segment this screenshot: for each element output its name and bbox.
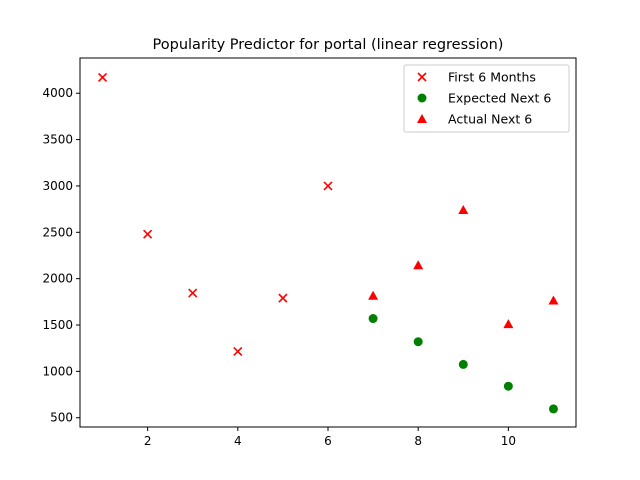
y-tick-label: 2500 [42,225,73,239]
x-tick-label: 6 [324,434,332,448]
legend-marker [417,93,427,103]
x-tick-label: 2 [144,434,152,448]
data-points [97,72,559,414]
data-point [233,346,243,357]
y-tick-label: 1000 [42,364,73,378]
data-point [503,381,513,391]
data-point [548,295,559,305]
data-point [97,72,108,83]
data-point [413,337,423,347]
x-marker-stroke [417,72,427,82]
y-tick-label: 3000 [42,179,73,193]
y-tick-label: 500 [50,411,73,425]
data-point [548,404,558,414]
legend-label: Actual Next 6 [448,112,532,127]
y-tick-label: 3500 [42,133,73,147]
x-marker-stroke [97,72,108,83]
x-marker-stroke [188,288,198,298]
x-tick-label: 4 [234,434,242,448]
y-tick-label: 4000 [42,86,73,100]
x-marker-stroke [323,181,333,191]
legend: First 6 Months Expected Next 6 Actual Next… [403,64,570,133]
axis-ticks: 2 4 6 8 10 500 1000 1500 2000 2500 3000 3500 4000 [42,86,516,448]
legend-box [403,64,570,133]
x-marker-stroke [278,293,288,303]
data-point [323,181,333,191]
legend-label: Expected Next 6 [448,91,551,106]
y-tick-label: 1500 [42,318,73,332]
x-marker-stroke [233,346,243,357]
legend-marker [417,72,427,82]
data-point [413,260,424,270]
chart-title: Popularity Predictor for portal (linear … [153,37,504,53]
data-point [458,359,468,369]
data-point [503,319,514,329]
data-point [368,314,378,324]
plot-frame [79,57,577,428]
legend-marker [417,114,427,123]
data-point [368,290,379,300]
x-tick-label: 8 [414,434,422,448]
data-point [278,293,288,303]
x-tick-label: 10 [501,434,516,448]
y-tick-label: 2000 [42,272,73,286]
data-point [143,229,153,239]
legend-label: First 6 Months [448,70,536,85]
x-marker-stroke [143,229,153,239]
data-point [188,288,198,298]
data-point [458,205,469,215]
